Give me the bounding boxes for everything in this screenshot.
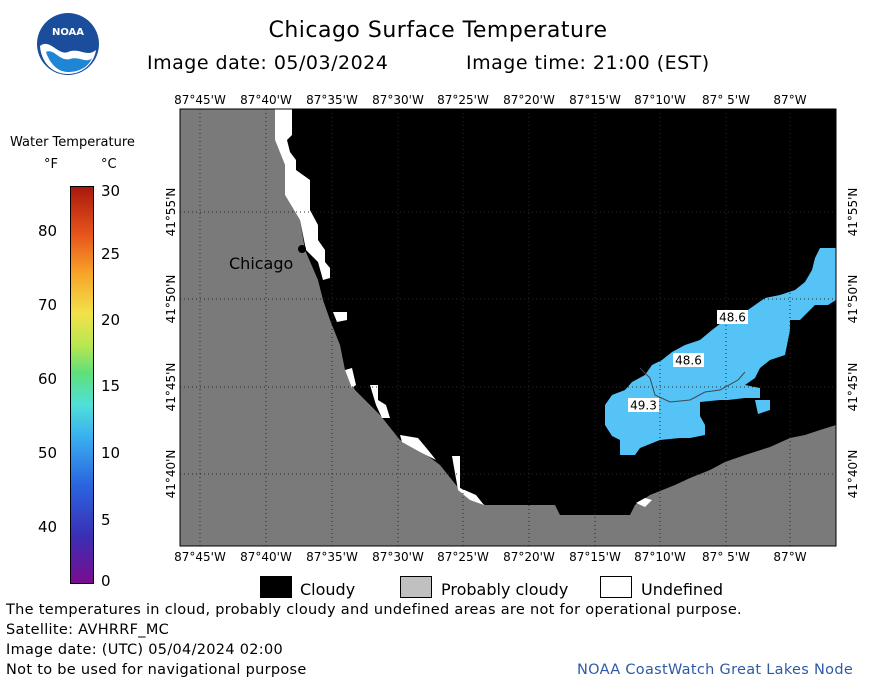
water-temp-region xyxy=(605,248,836,455)
water-temp-patch xyxy=(755,400,770,414)
probably-cloudy-swatch xyxy=(400,576,432,598)
noaa-logo-icon: NOAA xyxy=(36,12,100,76)
celsius-tick-label: 5 xyxy=(101,511,111,529)
longitude-label: 87°20'W xyxy=(503,93,555,107)
longitude-label: 87°15'W xyxy=(569,550,621,564)
temperature-colorbar xyxy=(70,186,94,584)
latitude-label: 41°55'N xyxy=(164,188,178,237)
undefined-shoreline xyxy=(275,109,330,280)
chicago-marker xyxy=(298,245,306,253)
longitude-label: 87°W xyxy=(773,93,806,107)
city-label: Chicago xyxy=(229,254,293,273)
longitude-label: 87°35'W xyxy=(306,93,358,107)
longitude-label: 87°30'W xyxy=(372,550,424,564)
longitude-label: 87°40'W xyxy=(240,93,292,107)
temperature-label-3: 49.3 xyxy=(628,398,659,413)
longitude-label: 87°10'W xyxy=(634,93,686,107)
celsius-tick-label: 30 xyxy=(101,182,121,200)
undefined-label: Undefined xyxy=(641,580,724,599)
disclaimer-text: The temperatures in cloud, probably clou… xyxy=(6,602,742,618)
fahrenheit-tick-label: 50 xyxy=(38,444,58,462)
longitude-label: 87° 5'W xyxy=(702,93,750,107)
land-west xyxy=(180,109,836,546)
longitude-label: 87° 5'W xyxy=(702,550,750,564)
temperature-label-1: 48.6 xyxy=(717,310,748,325)
latitude-label: 41°45'N xyxy=(846,363,860,412)
undefined-swatch xyxy=(600,576,632,598)
latitude-labels-left: 41°55'N 41°50'N 41°45'N 41°40'N xyxy=(164,188,178,499)
longitude-label: 87°25'W xyxy=(437,550,489,564)
page-title: Chicago Surface Temperature xyxy=(268,18,608,43)
longitude-label: 87°20'W xyxy=(503,550,555,564)
celsius-tick-label: 15 xyxy=(101,377,121,395)
navigation-warning: Not to be used for navigational purpose xyxy=(6,662,307,678)
celsius-tick-label: 0 xyxy=(101,572,111,590)
map-frame xyxy=(179,108,837,547)
svg-text:48.6: 48.6 xyxy=(719,311,746,325)
longitude-label: 87°30'W xyxy=(372,93,424,107)
fahrenheit-tick-label: 60 xyxy=(38,370,58,388)
longitude-labels-top: 87°45'W 87°40'W 87°35'W 87°30'W 87°25'W 87°20… xyxy=(174,93,807,107)
longitude-label: 87°25'W xyxy=(437,93,489,107)
longitude-label: 87°45'W xyxy=(174,550,226,564)
legend-title: Water Temperature xyxy=(10,135,135,150)
svg-text:48.6: 48.6 xyxy=(675,354,702,368)
longitude-label: 87°40'W xyxy=(240,550,292,564)
longitude-label: 87°W xyxy=(773,550,806,564)
unit-fahrenheit: °F xyxy=(44,157,58,172)
graticule xyxy=(180,109,836,546)
undefined-patch-5 xyxy=(452,456,484,505)
cloudy-swatch xyxy=(260,576,292,598)
unit-celsius: °C xyxy=(101,157,117,172)
longitude-labels-bottom: 87°45'W 87°40'W 87°35'W 87°30'W 87°25'W 87°20… xyxy=(174,550,807,564)
celsius-tick-label: 25 xyxy=(101,245,121,263)
latitude-label: 41°55'N xyxy=(846,188,860,237)
celsius-tick-label: 10 xyxy=(101,444,121,462)
svg-text:49.3: 49.3 xyxy=(630,399,657,413)
undefined-patch-4 xyxy=(400,435,436,460)
latitude-labels-right: 41°55'N 41°50'N 41°45'N 41°40'N xyxy=(846,188,860,499)
fahrenheit-tick-label: 40 xyxy=(38,518,58,536)
latitude-label: 41°50'N xyxy=(846,275,860,324)
cloudy-label: Cloudy xyxy=(300,580,356,599)
satellite-text: Satellite: AVHRRF_MC xyxy=(6,622,170,638)
image-date: Image date: 05/03/2024 xyxy=(147,52,389,74)
latitude-label: 41°50'N xyxy=(164,275,178,324)
image-time: Image time: 21:00 (EST) xyxy=(466,52,710,74)
fahrenheit-tick-label: 70 xyxy=(38,296,58,314)
probably-cloudy-label: Probably cloudy xyxy=(441,580,569,599)
node-credit: NOAA CoastWatch Great Lakes Node xyxy=(577,662,854,678)
longitude-label: 87°45'W xyxy=(174,93,226,107)
celsius-tick-label: 20 xyxy=(101,311,121,329)
boundary-line xyxy=(639,367,746,403)
undefined-patch-1 xyxy=(333,312,347,322)
latitude-label: 41°40'N xyxy=(846,450,860,499)
latitude-label: 41°40'N xyxy=(164,450,178,499)
undefined-patch-2 xyxy=(345,368,356,388)
undefined-patch-6 xyxy=(636,498,652,507)
longitude-label: 87°15'W xyxy=(569,93,621,107)
longitude-label: 87°35'W xyxy=(306,550,358,564)
latitude-label: 41°45'N xyxy=(164,363,178,412)
fahrenheit-tick-label: 80 xyxy=(38,222,58,240)
longitude-label: 87°10'W xyxy=(634,550,686,564)
logo-text: NOAA xyxy=(52,27,84,38)
temperature-label-2: 48.6 xyxy=(673,353,704,368)
utc-date-text: Image date: (UTC) 05/04/2024 02:00 xyxy=(6,642,284,658)
undefined-patch-3 xyxy=(370,385,390,418)
